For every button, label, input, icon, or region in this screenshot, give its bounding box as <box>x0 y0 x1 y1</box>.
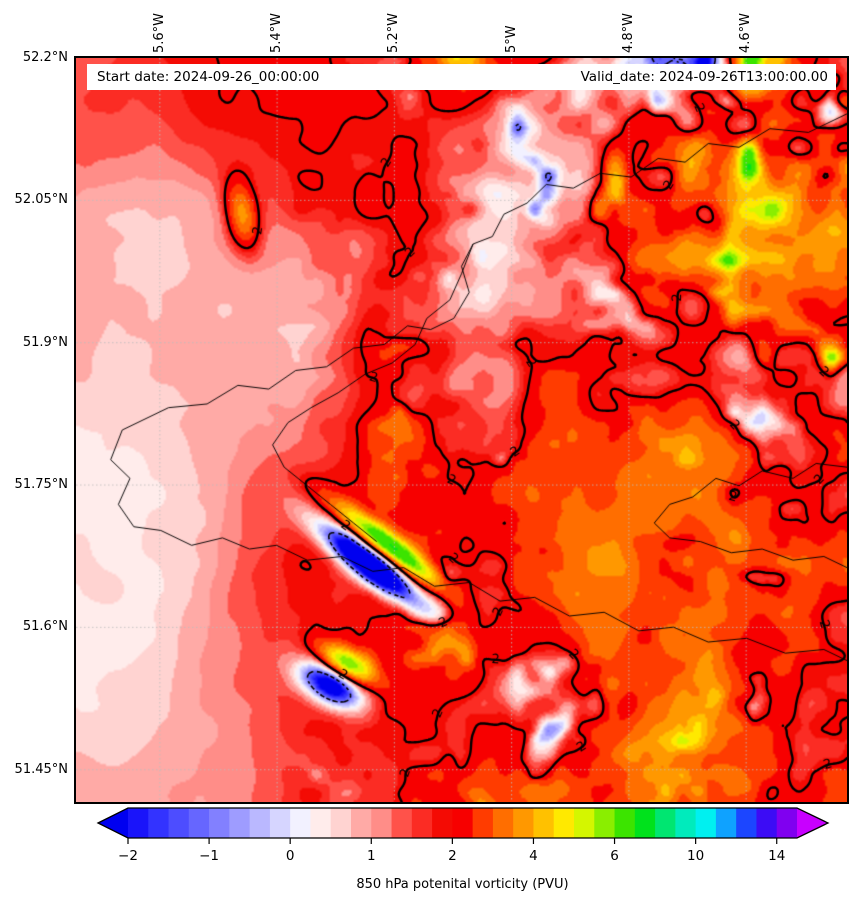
colorbar-under-arrow <box>98 808 128 838</box>
colorbar-segment <box>452 808 474 838</box>
start-date-label: Start date: 2024-09-26_00:00:00 <box>97 69 320 85</box>
lat-tick-label: 52.05°N <box>14 192 68 208</box>
colorbar-segment <box>168 808 190 838</box>
colorbar-segment <box>290 808 312 838</box>
colorbar-tick-label: 10 <box>687 848 704 864</box>
colorbar-segment <box>715 808 737 838</box>
colorbar-segment <box>513 808 535 838</box>
lon-tick-label: 5.6°W <box>151 12 167 53</box>
lon-tick-label: 4.6°W <box>738 12 754 53</box>
colorbar-segment <box>148 808 170 838</box>
colorbar-tick-label: 14 <box>768 848 785 864</box>
colorbar-segment <box>472 808 494 838</box>
pv-field-map-canvas <box>76 58 847 802</box>
colorbar-tick-label: −1 <box>199 848 219 864</box>
colorbar-tick-label: 1 <box>367 848 376 864</box>
colorbar-segment <box>188 808 210 838</box>
colorbar-segment <box>371 808 393 838</box>
lon-tick-label: 5°W <box>503 25 519 53</box>
colorbar-segment <box>209 808 230 838</box>
colorbar-segment <box>675 808 697 838</box>
colorbar-segment <box>574 808 595 838</box>
colorbar-segment <box>634 808 656 838</box>
colorbar-segment <box>655 808 676 838</box>
date-strip: Start date: 2024-09-26_00:00:00 Valid_da… <box>87 64 836 90</box>
lon-tick-label: 5.2°W <box>386 12 402 53</box>
colorbar-segment <box>128 808 149 838</box>
colorbar-segment <box>695 808 717 838</box>
colorbar-segment <box>229 808 251 838</box>
colorbar-tick-label: 2 <box>448 848 457 864</box>
colorbar-segment <box>492 808 514 838</box>
colorbar-segment <box>594 808 616 838</box>
colorbar-title: 850 hPa potenital vorticity (PVU) <box>356 877 568 892</box>
colorbar-segment <box>310 808 332 838</box>
lon-tick-label: 4.8°W <box>620 12 636 53</box>
lat-tick-label: 51.75°N <box>14 477 68 493</box>
colorbar-segment <box>736 808 758 838</box>
lat-tick-label: 51.9°N <box>22 334 68 350</box>
lat-tick-label: 51.6°N <box>22 619 68 635</box>
colorbar-tick-label: 4 <box>529 848 538 864</box>
colorbar-segment <box>411 808 433 838</box>
colorbar-segment <box>432 808 453 838</box>
colorbar-segment <box>533 808 555 838</box>
colorbar-segment <box>614 808 636 838</box>
colorbar-over-arrow <box>797 808 828 838</box>
map-plot-frame: Start date: 2024-09-26_00:00:00 Valid_da… <box>74 56 849 804</box>
colorbar-tick-label: 0 <box>286 848 295 864</box>
colorbar-tick-label: −2 <box>118 848 138 864</box>
lon-tick-label: 5.4°W <box>269 12 285 53</box>
colorbar: −2 −1 0 1 2 4 6 10 14 850 hPa potenital vorticity… <box>96 807 830 892</box>
colorbar-segment <box>249 808 271 838</box>
colorbar-segment <box>391 808 413 838</box>
colorbar-segment <box>330 808 352 838</box>
colorbar-segment <box>756 808 778 838</box>
lat-tick-label: 51.45°N <box>14 761 68 777</box>
colorbar-segment <box>351 808 372 838</box>
colorbar-segment <box>553 808 575 838</box>
colorbar-tick-label: 6 <box>610 848 619 864</box>
colorbar-segment <box>776 808 798 838</box>
colorbar-segment <box>269 808 291 838</box>
valid-date-label: Valid_date: 2024-09-26T13:00:00.00 <box>580 69 828 85</box>
lat-tick-label: 52.2°N <box>22 50 68 65</box>
